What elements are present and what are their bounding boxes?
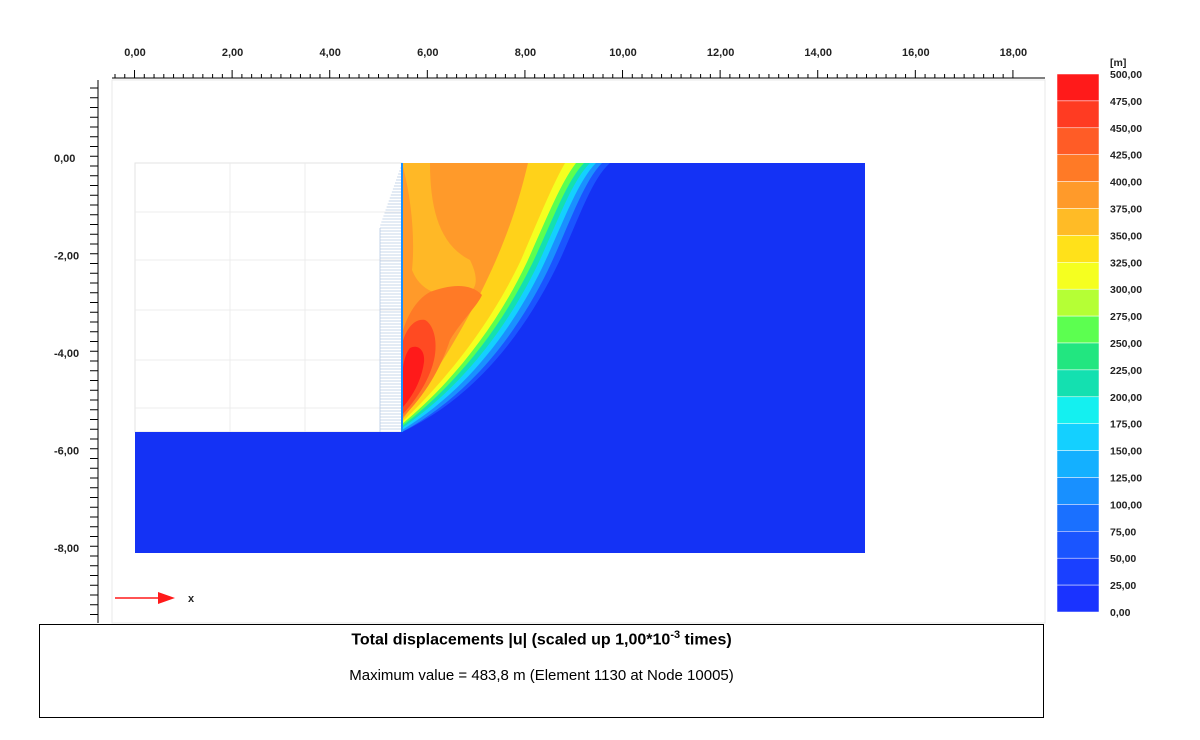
x-tick-label: 4,00: [319, 47, 340, 59]
legend-label: 400,00: [1110, 177, 1142, 189]
legend-label: 325,00: [1110, 257, 1142, 269]
legend-swatch: [1056, 127, 1100, 155]
legend-label: 200,00: [1110, 392, 1142, 404]
legend-swatch: [1056, 235, 1100, 263]
legend-swatch: [1056, 342, 1100, 371]
caption-title: Total displacements |u| (scaled up 1,00*…: [351, 629, 732, 649]
x-tick-label: 2,00: [222, 47, 243, 59]
legend-swatch: [1056, 369, 1100, 398]
legend-label: 225,00: [1110, 365, 1142, 377]
legend-swatch: [1056, 396, 1100, 424]
excavated-region: [134, 162, 403, 433]
contour-band-475: [402, 346, 425, 408]
left-ruler: 0,00 -2,00 -4,00 -6,00 -8,00: [54, 80, 99, 623]
legend-label: 25,00: [1110, 580, 1136, 592]
legend-label: 75,00: [1110, 526, 1136, 538]
top-ruler: 0,00 2,00 4,00 6,00 8,00 10,00 12,00 14,00 16,00…: [112, 47, 1045, 79]
wall-nails: [379, 167, 402, 432]
x-tick-label: 10,00: [609, 47, 637, 59]
x-tick-label: 8,00: [515, 47, 536, 59]
legend-swatch: [1056, 288, 1100, 317]
legend-label: 0,00: [1110, 607, 1131, 619]
arrow-right-icon: [158, 592, 175, 604]
legend-swatch: [1056, 73, 1100, 102]
legend-swatch: [1056, 262, 1100, 290]
caption-max-value: Maximum value = 483,8 m (Element 1130 at…: [349, 667, 734, 684]
legend-label: 150,00: [1110, 446, 1142, 458]
y-tick-label: -2,00: [54, 251, 79, 263]
y-tick-label: -8,00: [54, 543, 79, 555]
displacement-contour: [135, 163, 865, 553]
legend-swatch: [1056, 557, 1100, 586]
legend-swatch: [1056, 208, 1100, 236]
legend-label: 100,00: [1110, 499, 1142, 511]
y-tick-label: -4,00: [54, 348, 79, 360]
y-tick-label: -6,00: [54, 446, 79, 458]
legend-label: 125,00: [1110, 473, 1142, 485]
caption-box: Total displacements |u| (scaled up 1,00*…: [39, 624, 1044, 718]
x-tick-label: 16,00: [902, 47, 930, 59]
x-tick-label: 0,00: [124, 47, 145, 59]
legend-label: 250,00: [1110, 338, 1142, 350]
legend-label: 375,00: [1110, 204, 1142, 216]
legend-label: 175,00: [1110, 419, 1142, 431]
color-legend: [m] 500,00 475,00 450,00 425,00 400,00 375,00…: [1056, 57, 1142, 619]
axis-indicator-label: x: [188, 593, 195, 605]
x-tick-label: 14,00: [804, 47, 832, 59]
legend-swatch: [1056, 423, 1100, 451]
legend-label: 500,00: [1110, 69, 1142, 81]
legend-swatch: [1056, 450, 1100, 478]
legend-swatch: [1056, 584, 1100, 613]
legend-label: 275,00: [1110, 311, 1142, 323]
y-tick-label: 0,00: [54, 153, 75, 165]
legend-swatch: [1056, 100, 1100, 129]
legend-label: 350,00: [1110, 230, 1142, 242]
legend-swatch: [1056, 315, 1100, 344]
legend-label: 425,00: [1110, 150, 1142, 162]
legend-label: 475,00: [1110, 96, 1142, 108]
x-tick-label: 18,00: [1000, 47, 1028, 59]
contour-band-375: [402, 163, 476, 295]
legend-swatch: [1056, 531, 1100, 559]
x-tick-label: 6,00: [417, 47, 438, 59]
legend-swatch: [1056, 477, 1100, 505]
x-axis-indicator: x: [115, 592, 195, 605]
legend-swatch: [1056, 181, 1100, 209]
legend-unit: [m]: [1110, 57, 1126, 69]
legend-swatch: [1056, 154, 1100, 182]
legend-swatch: [1056, 504, 1100, 532]
legend-label: 300,00: [1110, 284, 1142, 296]
legend-label: 50,00: [1110, 553, 1136, 565]
legend-label: 450,00: [1110, 123, 1142, 135]
x-tick-label: 12,00: [707, 47, 735, 59]
